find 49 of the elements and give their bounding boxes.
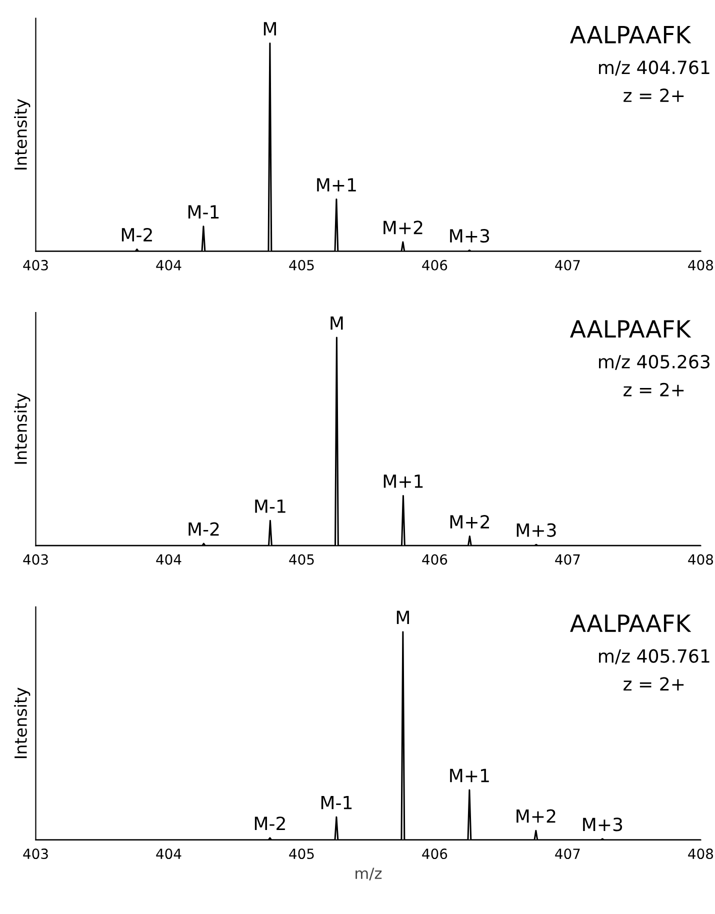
chart-title: AALPAAFK [570,26,692,44]
x-tick-label: 405 [289,554,314,565]
annotation: M [330,316,343,330]
annotation: M [396,610,409,624]
x-axis-title: m/z [356,868,382,880]
annotation: M-1 [255,500,286,513]
annotation: M+2 [450,514,489,528]
chart-title: AALPAAFK [570,614,692,632]
annotation: M [264,22,276,36]
x-tick-label: 406 [422,260,448,270]
text: m/z 405.761 [599,649,710,664]
text: m/z 404.761 [599,60,710,76]
x-tick-label: 403 [23,848,48,860]
annotation: M+3 [583,818,622,832]
x-tick-label: 407 [555,554,580,565]
x-tick-label: 404 [156,554,182,565]
y-axis-title: Intensity [14,99,30,170]
x-tick-label: 407 [555,848,580,860]
x-tick-label: 403 [23,260,48,270]
chart-title: AALPAAFK [570,320,692,338]
x-tick-label: 408 [688,260,714,270]
x-tick-label: 407 [555,260,580,270]
x-tick-label: 404 [156,260,182,270]
x-tick-label: 406 [422,554,448,565]
x-tick-label: 403 [23,554,48,565]
x-tick-label: 405 [289,260,314,270]
x-tick-label: 404 [156,848,182,860]
annotation: M+3 [450,228,490,243]
annotation: M-2 [122,228,152,242]
y-axis-title: Intensity [14,688,30,758]
annotation: M+2 [384,220,422,234]
annotation: z = 2+ [624,88,684,102]
x-tick-label: 405 [289,848,314,860]
x-tick-label: 408 [688,848,714,860]
x-tick-label: 406 [422,848,448,860]
text: m/z 405.263 [599,354,710,370]
annotation: z = 2+ [624,382,684,396]
annotation: M-2 [188,522,219,536]
y-axis-title: Intensity [14,393,30,464]
annotation: M+1 [450,768,489,782]
annotation: M-1 [188,205,219,218]
annotation: M+3 [516,523,556,537]
annotation: M+2 [516,809,556,823]
annotation: M-1 [321,796,352,810]
annotation: z = 2+ [624,677,684,691]
x-tick-label: 408 [688,554,714,565]
annotation: M+1 [317,178,356,192]
annotation: M+1 [384,474,423,488]
annotation: M-2 [254,816,285,830]
